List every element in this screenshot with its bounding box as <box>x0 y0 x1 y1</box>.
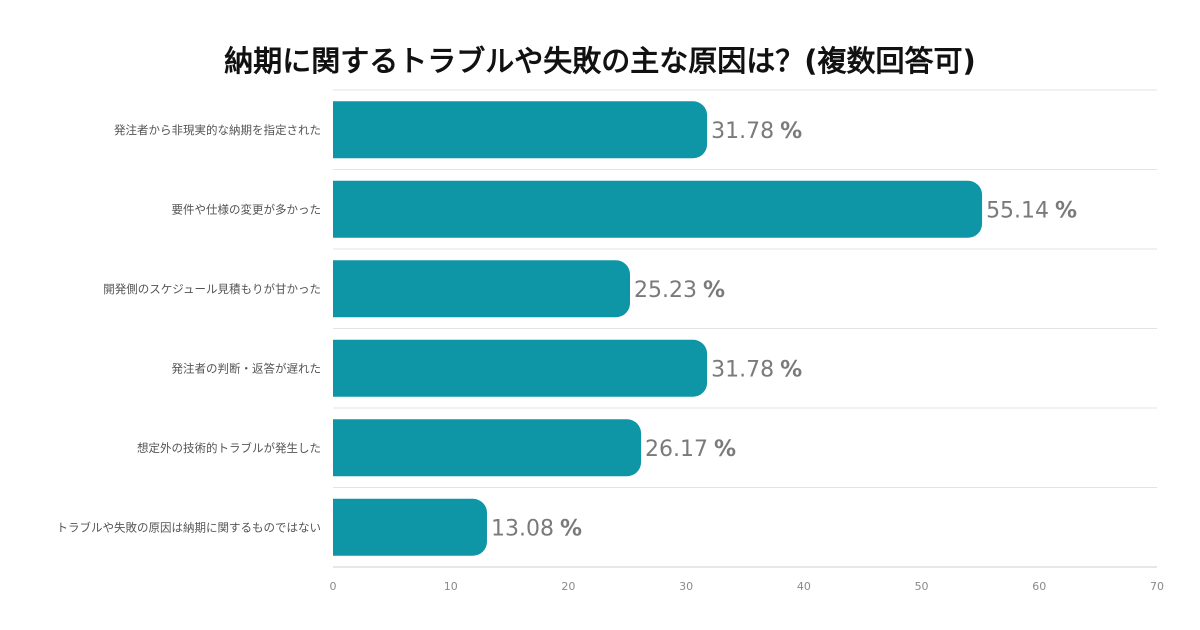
x-tick-label: 60 <box>1032 580 1046 593</box>
category-label: 要件や仕様の変更が多かった <box>172 202 322 216</box>
category-label: トラブルや失敗の原因は納期に関するものではない <box>57 520 322 534</box>
data-label: 13.08% <box>491 516 582 541</box>
data-label-unit: % <box>1055 198 1077 223</box>
data-label-value: 13.08 <box>491 516 554 541</box>
data-label-value: 31.78 <box>711 119 774 144</box>
data-label: 55.14% <box>986 198 1077 223</box>
data-label-value: 31.78 <box>711 357 774 382</box>
bar <box>333 339 708 397</box>
data-label-value: 55.14 <box>986 198 1049 223</box>
bar <box>333 419 642 477</box>
chart-title: 納期に関するトラブルや失敗の主な原因は？(複数回答可) <box>224 44 976 78</box>
bar <box>333 498 487 556</box>
data-label-value: 26.17 <box>645 437 708 462</box>
x-tick-label: 50 <box>915 580 929 593</box>
category-label: 発注者の判断・返答が遅れた <box>172 361 322 375</box>
data-label: 26.17% <box>645 437 736 462</box>
data-label: 25.23% <box>634 278 725 303</box>
x-tick-label: 30 <box>679 580 693 593</box>
category-label: 開発側のスケジュール見積もりが甘かった <box>103 282 321 296</box>
x-tick-label: 10 <box>444 580 458 593</box>
data-label-unit: % <box>780 357 802 382</box>
category-label: 発注者から非現実的な納期を指定された <box>114 123 321 137</box>
bar <box>333 180 983 238</box>
data-label-unit: % <box>560 516 582 541</box>
x-tick-label: 20 <box>561 580 575 593</box>
category-label: 想定外の技術的トラブルが発生した <box>137 441 321 455</box>
data-label: 31.78% <box>711 357 802 382</box>
x-tick-label: 40 <box>797 580 811 593</box>
bar <box>333 101 708 159</box>
x-tick-label: 70 <box>1150 580 1164 593</box>
data-label-unit: % <box>703 278 725 303</box>
data-label: 31.78% <box>711 119 802 144</box>
data-label-value: 25.23 <box>634 278 697 303</box>
bar <box>333 260 630 318</box>
data-label-unit: % <box>714 437 736 462</box>
x-tick-label: 0 <box>330 580 337 593</box>
data-label-unit: % <box>780 119 802 144</box>
